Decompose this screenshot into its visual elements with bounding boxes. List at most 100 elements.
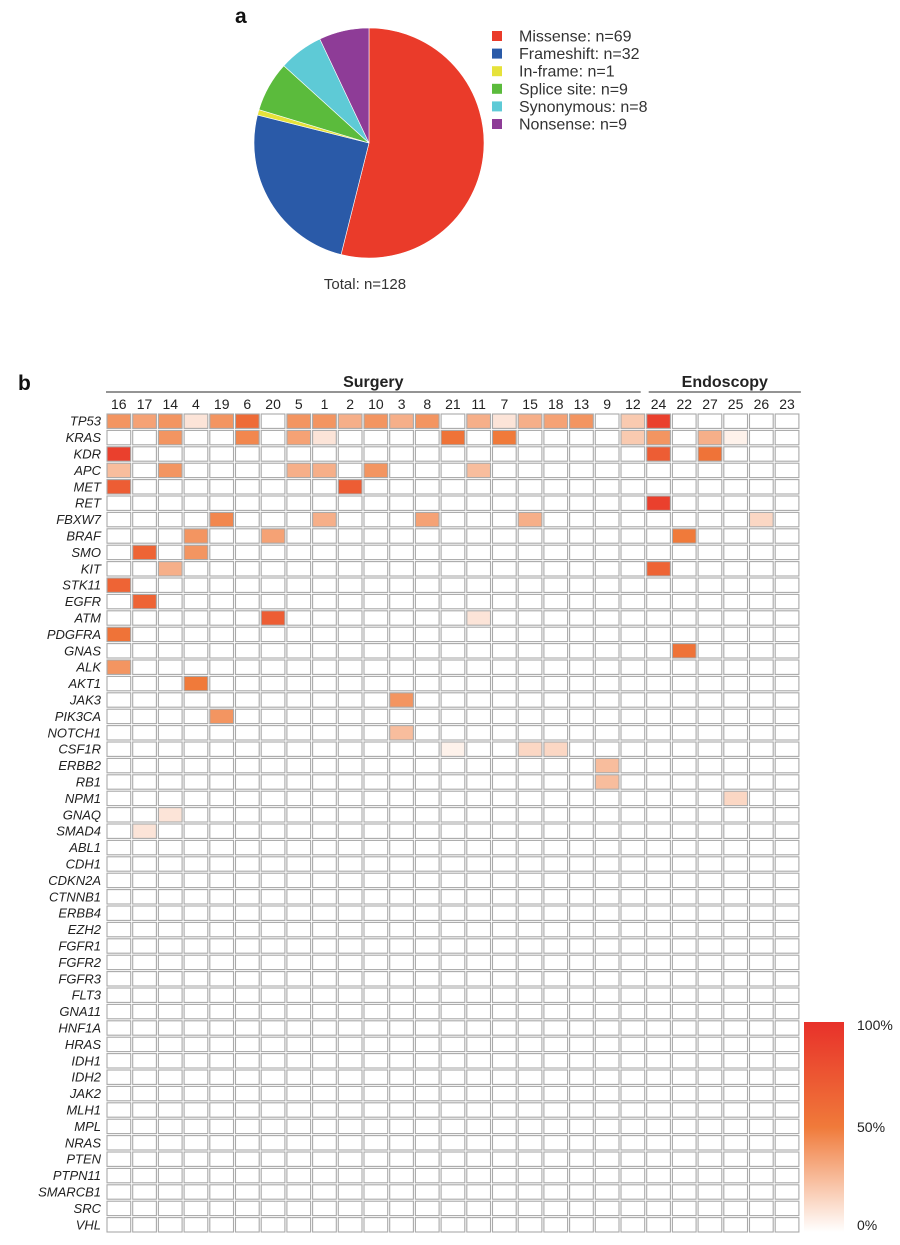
- heatmap-cell: [517, 741, 543, 757]
- heatmap-cell: [234, 790, 260, 807]
- heatmap-cell: [209, 872, 235, 889]
- heatmap-cell: [363, 479, 389, 495]
- heatmap-cell: [157, 659, 183, 675]
- heatmap-cell: [466, 1184, 492, 1200]
- heatmap-cell: [183, 725, 209, 741]
- heatmap-cell: [491, 971, 517, 987]
- heatmap-cell: [389, 1020, 414, 1036]
- heatmap-cell: [209, 1069, 235, 1085]
- heatmap-cell: [543, 561, 569, 577]
- heatmap-cell: [723, 921, 749, 938]
- heatmap-cell: [748, 1184, 774, 1200]
- heatmap-cell: [646, 774, 671, 790]
- heatmap-cell: [723, 790, 749, 807]
- heatmap-cell: [414, 790, 440, 807]
- heatmap-cell: [620, 495, 646, 511]
- heatmap-cell: [697, 938, 723, 954]
- heatmap-cell: [569, 708, 594, 725]
- heatmap-cell: [543, 790, 569, 807]
- heatmap-cell: [440, 757, 466, 774]
- heatmap-cell: [312, 1135, 337, 1151]
- heatmap-cell: [209, 1167, 235, 1184]
- legend-swatch: [492, 31, 502, 41]
- heatmap-cell: [363, 593, 389, 610]
- heatmap-cell: [234, 1069, 260, 1085]
- heatmap-cell: [389, 889, 414, 905]
- heatmap-cell: [363, 938, 389, 954]
- heatmap-cell: [466, 856, 492, 872]
- heatmap-cell: [157, 1102, 183, 1118]
- heatmap-cell: [234, 593, 260, 610]
- row-label: ERBB4: [58, 906, 101, 921]
- heatmap-cell: [157, 1118, 183, 1135]
- heatmap-cell: [132, 1167, 157, 1184]
- heatmap-cell: [697, 544, 723, 561]
- heatmap-cell: [286, 577, 312, 593]
- heatmap-cell: [543, 872, 569, 889]
- heatmap-cell: [337, 1085, 363, 1102]
- heatmap-cell: [337, 954, 363, 971]
- heatmap-cell: [646, 577, 671, 593]
- heatmap-cell: [569, 1069, 594, 1085]
- heatmap-cell: [671, 708, 697, 725]
- heatmap-cell: [234, 889, 260, 905]
- color-scale: 100% 50% 0%: [804, 1017, 893, 1233]
- heatmap-cell: [183, 544, 209, 561]
- heatmap-cell: [363, 1003, 389, 1020]
- heatmap-cell: [312, 692, 337, 708]
- heatmap-cell: [389, 511, 414, 528]
- heatmap-cell: [234, 643, 260, 659]
- heatmap-cell: [594, 561, 620, 577]
- heatmap-cell: [337, 1118, 363, 1135]
- heatmap-cell: [286, 741, 312, 757]
- heatmap-cell: [671, 856, 697, 872]
- heatmap-cell: [312, 511, 337, 528]
- column-label: 17: [137, 396, 153, 412]
- heatmap-cell: [594, 626, 620, 643]
- heatmap-cell: [106, 1053, 132, 1069]
- pie-slice: [340, 27, 485, 259]
- heatmap-cell: [157, 643, 183, 659]
- heatmap-cell: [646, 856, 671, 872]
- heatmap-cell: [183, 462, 209, 479]
- row-label: ALK: [75, 660, 102, 675]
- heatmap-cell: [748, 987, 774, 1003]
- heatmap-cell: [312, 839, 337, 856]
- heatmap-cell: [414, 757, 440, 774]
- heatmap-cell: [569, 495, 594, 511]
- heatmap-cell: [440, 1020, 466, 1036]
- row-label: CTNNB1: [49, 889, 101, 904]
- heatmap-cell: [337, 1102, 363, 1118]
- heatmap-cell: [723, 774, 749, 790]
- heatmap-cell: [209, 921, 235, 938]
- heatmap-cell: [157, 1200, 183, 1217]
- heatmap-cell: [260, 1118, 286, 1135]
- heatmap-cell: [491, 626, 517, 643]
- heatmap-cell: [414, 938, 440, 954]
- heatmap-cell: [209, 1020, 235, 1036]
- row-label: HNF1A: [58, 1021, 101, 1036]
- heatmap-cell: [748, 511, 774, 528]
- heatmap-cell: [337, 675, 363, 692]
- heatmap-cell: [440, 839, 466, 856]
- heatmap-cell: [183, 626, 209, 643]
- heatmap-cell: [748, 905, 774, 921]
- heatmap-cell: [491, 1036, 517, 1053]
- heatmap-cell: [440, 1118, 466, 1135]
- heatmap-cell: [491, 725, 517, 741]
- heatmap-cell: [337, 1020, 363, 1036]
- heatmap-cell: [697, 610, 723, 626]
- heatmap-cell: [363, 643, 389, 659]
- heatmap-cell: [209, 1200, 235, 1217]
- heatmap-cell: [543, 1003, 569, 1020]
- column-label: 7: [501, 396, 509, 412]
- heatmap-cell: [671, 626, 697, 643]
- heatmap-cell: [440, 528, 466, 544]
- pie-slice: [319, 27, 370, 144]
- heatmap-cell: [774, 1102, 800, 1118]
- heatmap-cell: [748, 577, 774, 593]
- heatmap-cell: [466, 725, 492, 741]
- heatmap-cell: [363, 1135, 389, 1151]
- heatmap-cell: [234, 1151, 260, 1167]
- heatmap-cell: [260, 839, 286, 856]
